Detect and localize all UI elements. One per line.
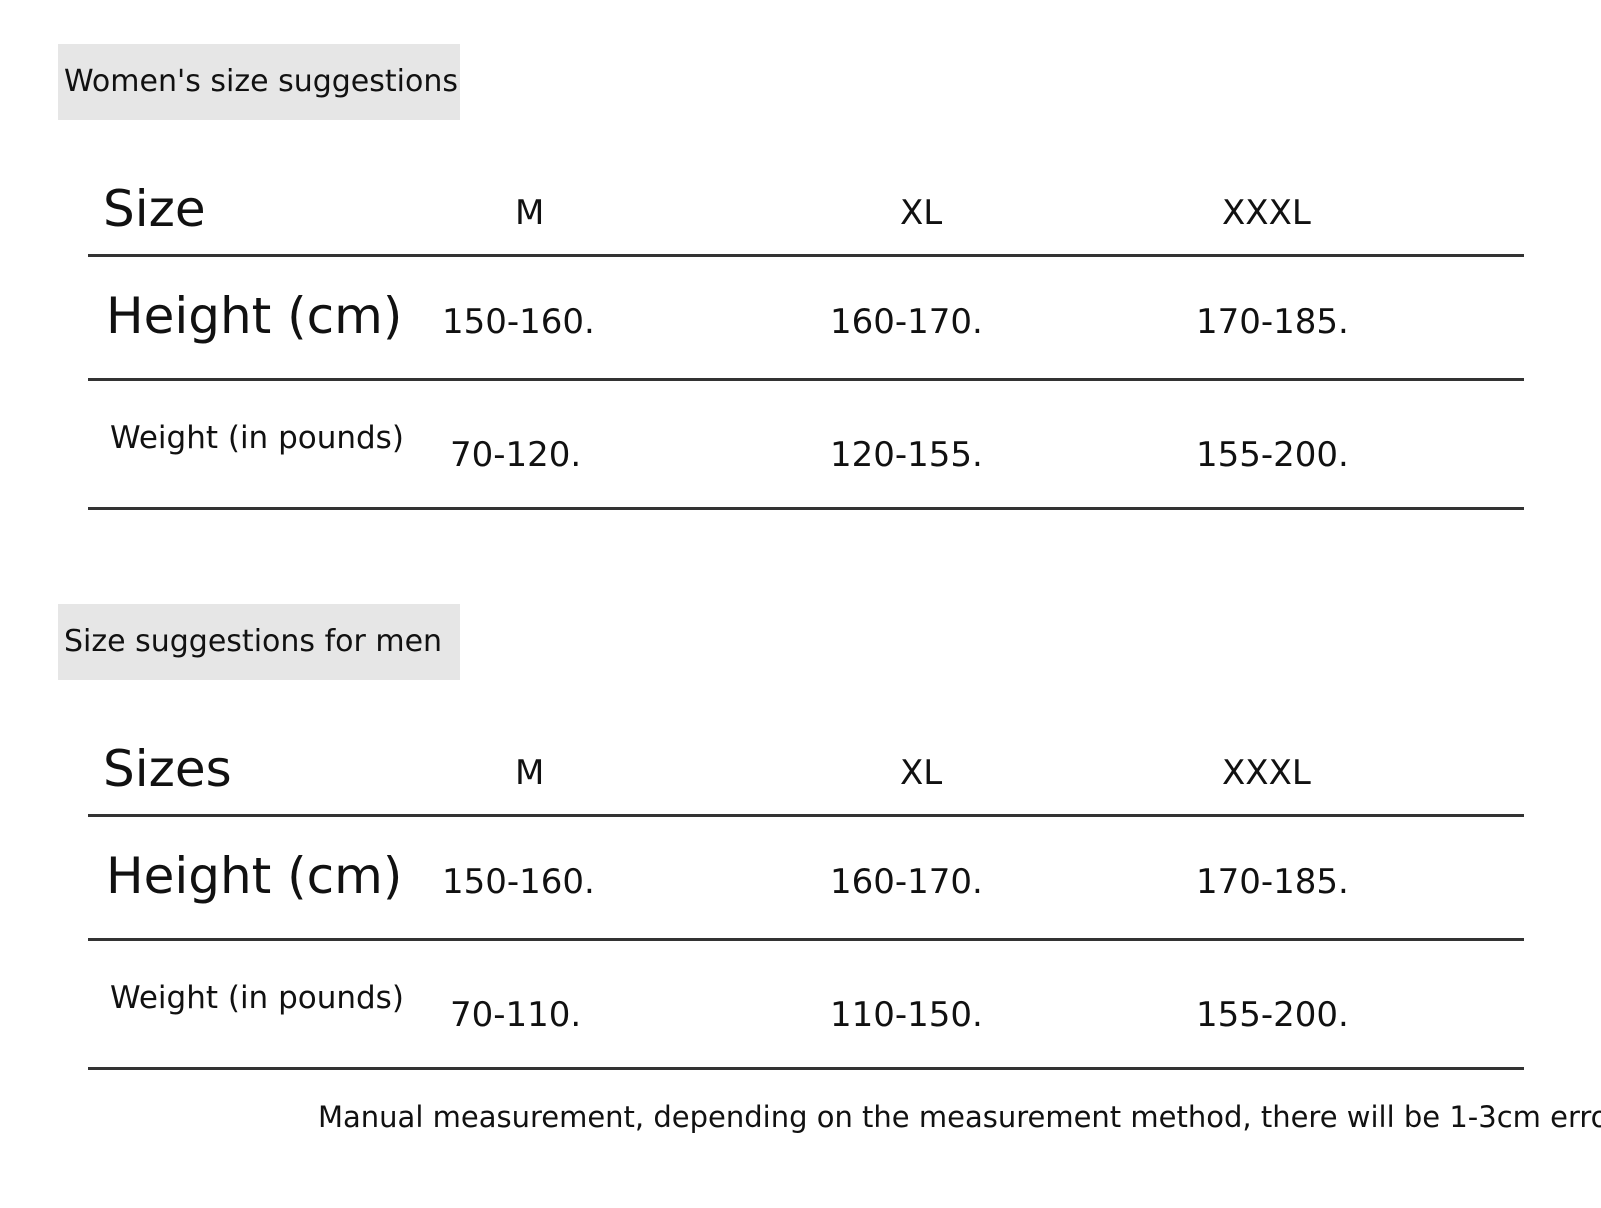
table-cell: Weight (in pounds) — [110, 420, 404, 456]
table-cell: 155-200. — [1196, 995, 1349, 1035]
table-cell: Weight (in pounds) — [110, 980, 404, 1016]
table-cell: 150-160. — [442, 862, 595, 902]
table-cell: 160-170. — [830, 302, 983, 342]
header-cell: XXXL — [1222, 753, 1311, 793]
header-cell: XXXL — [1222, 193, 1311, 233]
header-cell: XL — [900, 753, 943, 793]
table-cell: 110-150. — [830, 995, 983, 1035]
header-cell: XL — [900, 193, 943, 233]
table-cell: 160-170. — [830, 862, 983, 902]
section-title: Size suggestions for men — [58, 604, 460, 680]
table-cell: 70-110. — [450, 995, 582, 1035]
header-cell: M — [515, 193, 545, 233]
table-cell: 170-185. — [1196, 862, 1349, 902]
table-cell: Height (cm) — [106, 287, 403, 345]
table-rule — [88, 254, 1524, 257]
table-cell: 70-120. — [450, 435, 582, 475]
section-title: Women's size suggestions — [58, 44, 460, 120]
table-rule — [88, 814, 1524, 817]
table-rule — [88, 938, 1524, 941]
header-cell: M — [515, 753, 545, 793]
table-rule — [88, 1067, 1524, 1070]
table-cell: 170-185. — [1196, 302, 1349, 342]
table-cell: 150-160. — [442, 302, 595, 342]
footnote: Manual measurement, depending on the mea… — [318, 1100, 1601, 1134]
header-cell: Size — [103, 180, 206, 238]
table-cell: Height (cm) — [106, 847, 403, 905]
table-cell: 120-155. — [830, 435, 983, 475]
header-cell: Sizes — [103, 740, 232, 798]
table-cell: 155-200. — [1196, 435, 1349, 475]
table-rule — [88, 507, 1524, 510]
table-rule — [88, 378, 1524, 381]
